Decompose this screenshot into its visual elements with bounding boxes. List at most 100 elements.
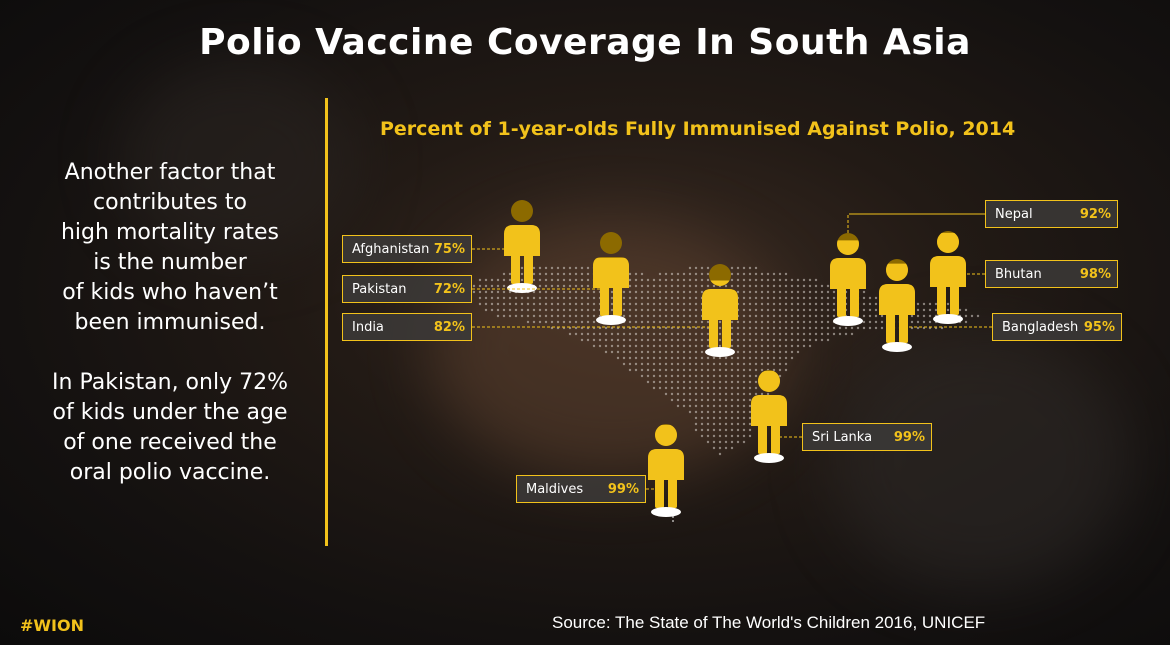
map-dot <box>526 302 530 306</box>
map-dot <box>634 320 638 324</box>
map-dot <box>544 320 548 324</box>
vertical-divider <box>325 98 328 546</box>
map-dot <box>628 344 632 348</box>
map-dot <box>700 386 704 390</box>
map-dot <box>820 338 824 342</box>
figure-filled-part <box>504 225 540 284</box>
map-dot <box>700 392 704 396</box>
map-dot <box>706 416 710 420</box>
map-dot <box>556 302 560 306</box>
map-dot <box>814 320 818 324</box>
map-dot <box>544 278 548 282</box>
map-dot <box>538 302 542 306</box>
map-dot <box>694 350 698 354</box>
map-dot <box>754 272 758 276</box>
country-figure-bangladesh <box>879 259 915 352</box>
map-dot <box>922 314 926 318</box>
map-dot <box>562 296 566 300</box>
map-dot <box>532 296 536 300</box>
map-dot <box>706 404 710 408</box>
map-dot <box>736 434 740 438</box>
map-dot <box>682 404 686 408</box>
map-dot <box>808 278 812 282</box>
map-dot <box>502 314 506 318</box>
map-dot <box>664 374 668 378</box>
map-dot <box>700 350 704 354</box>
country-figure-maldives <box>648 424 684 517</box>
map-dot <box>724 428 728 432</box>
map-dot <box>574 308 578 312</box>
map-dot <box>652 344 656 348</box>
map-dot <box>610 350 614 354</box>
map-dot <box>742 272 746 276</box>
map-dot <box>766 350 770 354</box>
map-dot <box>742 380 746 384</box>
map-dot <box>802 344 806 348</box>
map-dot <box>616 356 620 360</box>
map-dot <box>604 344 608 348</box>
map-dot <box>562 320 566 324</box>
map-dot <box>658 356 662 360</box>
map-dot <box>880 314 884 318</box>
map-dot <box>490 278 494 282</box>
map-dot <box>610 338 614 342</box>
map-dot <box>652 332 656 336</box>
figure-base <box>754 453 784 463</box>
map-dot <box>802 284 806 288</box>
map-dot <box>682 362 686 366</box>
map-dot <box>646 344 650 348</box>
map-dot <box>700 410 704 414</box>
map-dot <box>772 302 776 306</box>
map-dot <box>658 350 662 354</box>
map-dot <box>814 290 818 294</box>
country-name: Sri Lanka <box>812 429 873 445</box>
country-value: 98% <box>1079 266 1111 282</box>
map-dot <box>670 398 674 402</box>
map-dot <box>760 338 764 342</box>
map-dot <box>736 386 740 390</box>
map-dot <box>538 278 542 282</box>
map-dot <box>646 290 650 294</box>
map-dot <box>694 410 698 414</box>
map-dot <box>760 356 764 360</box>
map-dot <box>640 350 644 354</box>
map-dot <box>652 308 656 312</box>
map-dot <box>754 296 758 300</box>
map-dot <box>706 410 710 414</box>
map-dot <box>652 374 656 378</box>
map-dot <box>790 290 794 294</box>
map-dot <box>724 374 728 378</box>
map-dot <box>508 308 512 312</box>
map-dot <box>490 284 494 288</box>
map-dot <box>868 314 872 318</box>
map-dot <box>874 320 878 324</box>
map-dot <box>724 440 728 444</box>
map-dot <box>694 302 698 306</box>
map-dot <box>658 362 662 366</box>
map-dot <box>544 284 548 288</box>
map-dot <box>772 368 776 372</box>
map-dot <box>538 284 542 288</box>
map-dot <box>634 338 638 342</box>
map-dot <box>670 374 674 378</box>
map-dot <box>706 266 710 270</box>
map-dot <box>736 362 740 366</box>
map-dot <box>802 338 806 342</box>
map-dot <box>784 278 788 282</box>
map-dot <box>514 296 518 300</box>
map-dot <box>772 296 776 300</box>
map-dot <box>640 308 644 312</box>
map-dot <box>688 350 692 354</box>
map-dot <box>838 332 842 336</box>
map-dot <box>778 362 782 366</box>
map-dot <box>730 266 734 270</box>
map-dot <box>658 272 662 276</box>
map-dot <box>790 332 794 336</box>
map-dot <box>622 350 626 354</box>
map-dot <box>730 446 734 450</box>
side-line: been immunised. <box>74 310 266 335</box>
map-dot <box>634 278 638 282</box>
map-dot <box>622 308 626 312</box>
map-dot <box>526 296 530 300</box>
map-dot <box>778 326 782 330</box>
